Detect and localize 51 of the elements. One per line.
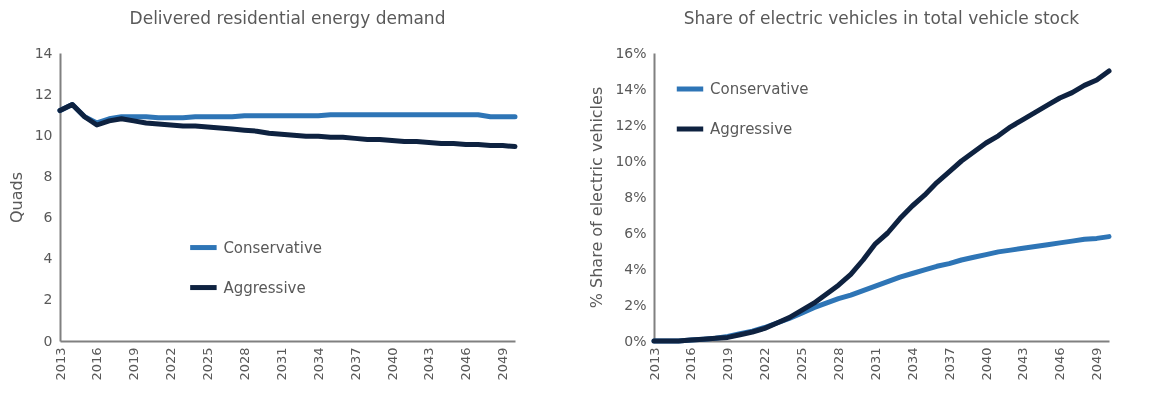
- x-tick-label: 2022: [163, 347, 179, 381]
- y-tick-label: 12: [34, 85, 53, 102]
- y-tick-label: 10: [34, 126, 53, 143]
- legend-label: Aggressive: [223, 278, 306, 297]
- x-tick-label: 2016: [89, 347, 105, 381]
- x-tick-label: 2043: [1015, 347, 1031, 381]
- x-tick-label: 2034: [310, 347, 326, 381]
- chart-title: Delivered residential energy demand: [129, 8, 446, 28]
- y-tick-label: 2: [43, 291, 53, 308]
- x-tick-label: 2031: [273, 347, 289, 381]
- y-tick-label: 8: [43, 167, 53, 184]
- x-tick-label: 2025: [200, 347, 216, 381]
- x-tick-label: 2043: [421, 347, 437, 381]
- y-tick-label: 8%: [624, 188, 647, 205]
- chart-title: Share of electric vehicles in total vehicle stock: [683, 8, 1080, 28]
- x-tick-label: 2034: [904, 347, 920, 381]
- y-tick-label: 4%: [624, 260, 647, 277]
- y-tick-label: 14: [34, 44, 53, 61]
- x-tick-label: 2016: [683, 347, 699, 381]
- x-tick-label: 2022: [757, 347, 773, 381]
- y-tick-label: 14%: [615, 80, 647, 97]
- x-tick-label: 2049: [495, 347, 511, 381]
- x-tick-label: 2031: [867, 347, 883, 381]
- x-tick-label: 2025: [794, 347, 810, 381]
- y-tick-label: 2%: [624, 296, 647, 313]
- x-tick-label: 2037: [941, 347, 957, 381]
- legend-label: Aggressive: [710, 120, 793, 138]
- y-tick-label: 10%: [615, 152, 647, 169]
- x-tick-label: 2037: [347, 347, 363, 381]
- y-tick-label: 4: [43, 250, 53, 267]
- x-tick-label: 2028: [830, 347, 846, 381]
- x-tick-label: 2049: [1089, 347, 1105, 381]
- x-tick-label: 2019: [126, 347, 142, 381]
- x-tick-label: 2046: [1052, 347, 1068, 381]
- legend-label: Conservative: [223, 238, 322, 257]
- x-tick-label: 2028: [236, 347, 252, 381]
- y-tick-label: 0%: [624, 332, 647, 349]
- y-tick-label: 6: [43, 209, 53, 226]
- y-tick-label: 6%: [624, 224, 647, 241]
- y-tick-label: 0: [43, 332, 53, 349]
- y-tick-label: 12%: [615, 116, 647, 133]
- y-axis-title: Quads: [6, 171, 26, 224]
- x-tick-label: 2040: [978, 347, 994, 381]
- y-tick-label: 16%: [615, 44, 647, 61]
- x-tick-label: 2040: [384, 347, 400, 381]
- x-tick-label: 2019: [720, 347, 736, 381]
- x-tick-label: 2046: [458, 347, 474, 381]
- x-tick-label: 2013: [646, 347, 662, 381]
- y-axis-title: % Share of electric vehicles: [587, 86, 607, 309]
- legend-label: Conservative: [710, 80, 809, 98]
- x-tick-label: 2013: [52, 347, 68, 381]
